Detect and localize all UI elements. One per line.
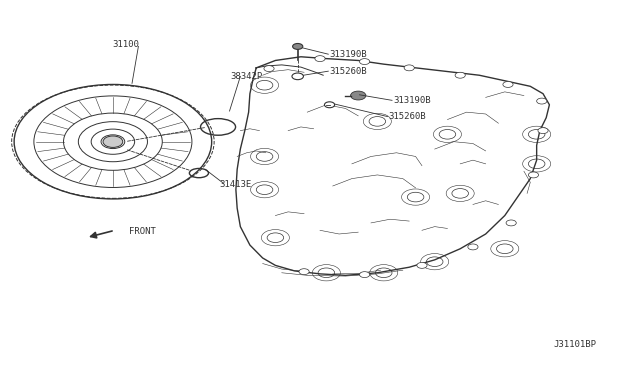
Circle shape: [529, 172, 539, 178]
Text: 313190B: 313190B: [394, 96, 431, 105]
Circle shape: [299, 269, 309, 275]
Text: 31413E: 31413E: [220, 180, 252, 189]
Circle shape: [455, 72, 465, 78]
Circle shape: [538, 128, 548, 134]
Text: 31100: 31100: [112, 41, 139, 49]
Text: J31101BP: J31101BP: [554, 340, 596, 349]
Circle shape: [404, 65, 414, 71]
Circle shape: [351, 91, 366, 100]
Circle shape: [506, 220, 516, 226]
Circle shape: [324, 102, 335, 108]
Circle shape: [360, 59, 370, 64]
Text: FRONT: FRONT: [129, 227, 156, 236]
Circle shape: [292, 44, 303, 49]
Circle shape: [468, 244, 478, 250]
Text: 315260B: 315260B: [389, 112, 426, 121]
Circle shape: [537, 98, 547, 104]
Text: 315260B: 315260B: [330, 67, 367, 76]
Circle shape: [292, 73, 303, 80]
Circle shape: [315, 56, 325, 62]
Text: 38342P: 38342P: [231, 72, 263, 81]
Circle shape: [417, 262, 427, 268]
Circle shape: [103, 136, 123, 147]
Circle shape: [503, 81, 513, 87]
Circle shape: [360, 272, 370, 278]
Text: 313190B: 313190B: [330, 50, 367, 59]
Circle shape: [264, 65, 274, 71]
